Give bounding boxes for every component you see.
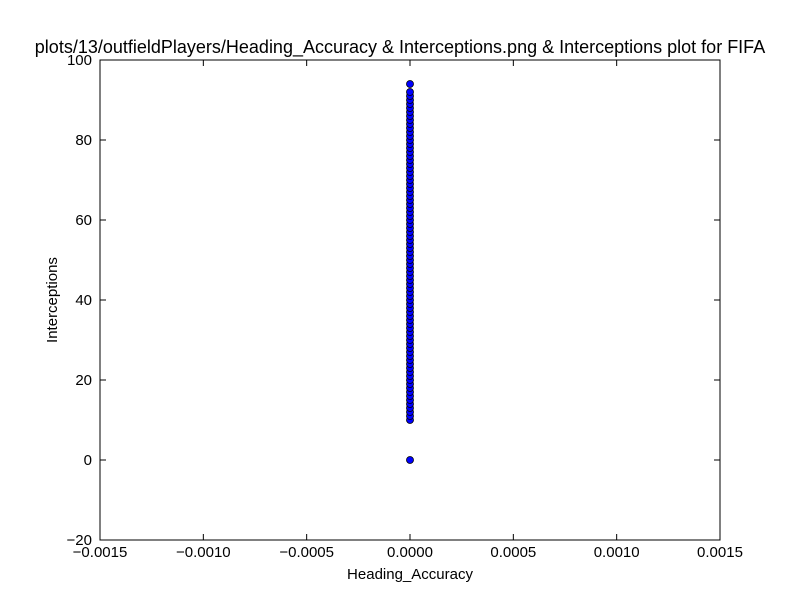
data-points: [406, 80, 414, 464]
y-tick-label: 60: [75, 212, 92, 229]
x-tick-label: −0.0015: [73, 544, 128, 561]
y-tick-label: −20: [67, 532, 92, 549]
y-tick-label: 0: [84, 452, 92, 469]
y-tick-label: 80: [75, 132, 92, 149]
data-point: [406, 88, 414, 96]
axis-ticks: −0.0015 −0.0010 −0.0005 0.0000 0.0005 0.0010 0…: [67, 52, 743, 561]
y-tick-label: 40: [75, 292, 92, 309]
x-tick-label: −0.0005: [279, 544, 334, 561]
x-tick-label: 0.0010: [594, 544, 640, 561]
data-point: [406, 80, 414, 88]
data-point: [406, 456, 414, 464]
x-tick-label: −0.0010: [176, 544, 231, 561]
chart-title: plots/13/outfieldPlayers/Heading_Accurac…: [35, 37, 765, 58]
y-axis-label: Interceptions: [44, 257, 61, 343]
x-tick-label: 0.0000: [387, 544, 433, 561]
y-tick-label: 100: [67, 52, 92, 69]
y-tick-label: 20: [75, 372, 92, 389]
x-tick-label: 0.0005: [490, 544, 536, 561]
x-axis-label: Heading_Accuracy: [347, 566, 473, 583]
x-tick-label: 0.0015: [697, 544, 743, 561]
